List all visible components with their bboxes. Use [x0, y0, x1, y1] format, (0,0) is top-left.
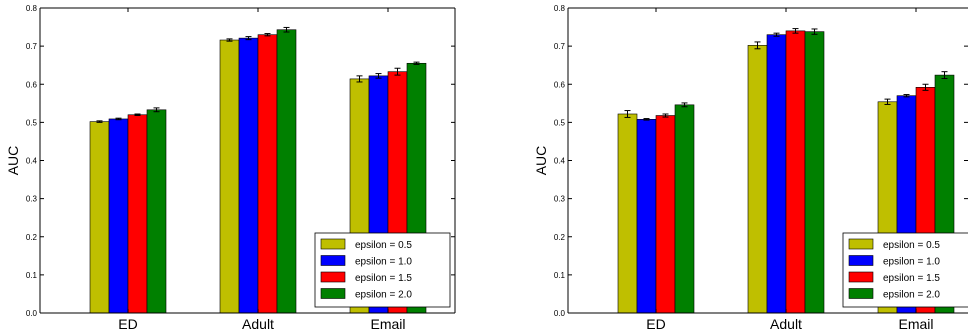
chart-panel-1: 0.0 0.1 0.2 0.3 0.4 0.5 0.6 0.7 0.8 ED Adult Email A…	[5, 4, 456, 332]
y-tick-label: 0.3	[26, 195, 38, 204]
bar-epsilon-1-5-adult	[785, 30, 806, 314]
bar-epsilon-1-5-ed	[655, 115, 676, 314]
y-axis-title: AUC	[533, 146, 549, 176]
category-label-adult: Adult	[770, 316, 802, 332]
category-label-email: Email	[370, 316, 405, 332]
y-tick-label: 0.1	[26, 271, 38, 280]
y-tick-label: 0.8	[26, 4, 38, 13]
legend: epsilon = 0.5 epsilon = 1.0 epsilon = 1.5 e…	[842, 232, 968, 308]
legend-swatch	[848, 288, 874, 299]
legend-swatch	[848, 255, 874, 266]
category-label-adult: Adult	[242, 316, 274, 332]
y-tick-label: 0.6	[26, 80, 38, 89]
bar-epsilon-2-0-adult	[804, 31, 825, 314]
legend-label: epsilon = 1.5	[355, 273, 412, 284]
chart-panel-2: 0.0 0.1 0.2 0.3 0.4 0.5 0.6 0.7 0.8 ED Adult Email A…	[533, 4, 968, 332]
legend-swatch	[320, 255, 346, 266]
bar-epsilon-1-5-ed	[127, 114, 148, 314]
legend-swatch	[320, 238, 346, 250]
bar-epsilon-1-0-adult	[238, 37, 259, 314]
y-axis-title: AUC	[5, 146, 21, 176]
y-tick-label: 0.6	[554, 80, 566, 89]
legend-swatch	[320, 288, 346, 299]
legend-swatch	[848, 238, 874, 250]
bar-epsilon-2-0-adult	[276, 29, 297, 314]
legend-label: epsilon = 1.5	[883, 273, 940, 284]
y-tick-label: 0.4	[26, 157, 38, 166]
category-label-email: Email	[898, 316, 933, 332]
legend-label: epsilon = 0.5	[355, 240, 412, 251]
category-label-ed: ED	[118, 316, 137, 332]
bar-epsilon-0-5-ed	[617, 113, 638, 314]
legend-label: epsilon = 2.0	[355, 290, 412, 301]
legend: epsilon = 0.5 epsilon = 1.0 epsilon = 1.5 e…	[314, 232, 451, 308]
y-tick-label: 0.5	[26, 118, 38, 127]
y-tick-label: 0.0	[26, 309, 38, 318]
bar-epsilon-0-5-ed	[89, 121, 110, 314]
bar-epsilon-0-5-adult	[219, 39, 240, 314]
legend-swatch	[848, 271, 874, 283]
legend-label: epsilon = 0.5	[883, 240, 940, 251]
legend-label: epsilon = 1.0	[355, 257, 412, 268]
legend-swatch	[320, 271, 346, 283]
y-tick-label: 0.1	[554, 271, 566, 280]
y-tick-label: 0.2	[26, 233, 38, 242]
y-tick-label: 0.8	[554, 4, 566, 13]
category-label-ed: ED	[646, 316, 665, 332]
bar-epsilon-1-0-adult	[766, 34, 787, 314]
bar-epsilon-2-0-ed	[674, 104, 695, 314]
legend-label: epsilon = 1.0	[883, 257, 940, 268]
y-tick-label: 0.2	[554, 233, 566, 242]
bar-epsilon-1-0-ed	[636, 119, 657, 314]
y-tick-label: 0.3	[554, 195, 566, 204]
bar-epsilon-2-0-ed	[146, 109, 167, 314]
bar-epsilon-1-0-ed	[108, 118, 129, 314]
bar-epsilon-0-5-adult	[747, 45, 768, 314]
y-tick-label: 0.7	[554, 42, 566, 51]
y-tick-label: 0.4	[554, 157, 566, 166]
y-tick-label: 0.7	[26, 42, 38, 51]
legend-label: epsilon = 2.0	[883, 290, 940, 301]
y-tick-label: 0.0	[554, 309, 566, 318]
bar-epsilon-1-5-adult	[257, 34, 278, 314]
y-tick-label: 0.5	[554, 118, 566, 127]
